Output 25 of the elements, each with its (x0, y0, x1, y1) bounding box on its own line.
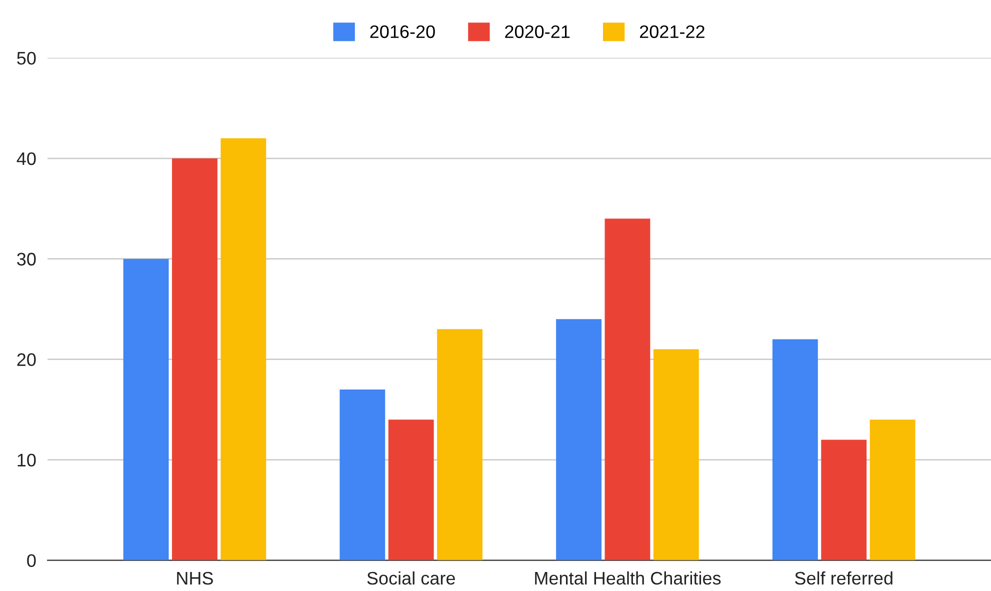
bar (870, 420, 916, 560)
legend-label: 2016-20 (370, 25, 435, 38)
bar (556, 319, 602, 560)
legend-label: 2021-22 (640, 25, 704, 38)
bar (437, 329, 482, 560)
bar (604, 218, 650, 560)
y-tick-label: 20 (17, 353, 36, 366)
bar (220, 138, 266, 560)
legend-label: 2020-21 (505, 25, 570, 38)
y-tick-label: 10 (18, 454, 36, 467)
bar (123, 258, 169, 560)
bar (653, 349, 699, 560)
bar (772, 339, 818, 560)
x-tick-label: NHS (177, 572, 213, 585)
bar (172, 158, 218, 560)
x-tick-label: Mental Health Charities (535, 571, 721, 585)
bar (388, 420, 434, 560)
x-tick-label: Social care (367, 571, 455, 585)
bar (340, 389, 386, 560)
y-tick-label: 50 (17, 52, 36, 65)
bar (821, 440, 867, 560)
x-tick-label: Self referred (795, 571, 892, 585)
y-tick-label: 30 (17, 252, 36, 266)
y-tick-label: 0 (27, 554, 36, 567)
y-tick-label: 40 (16, 152, 36, 166)
